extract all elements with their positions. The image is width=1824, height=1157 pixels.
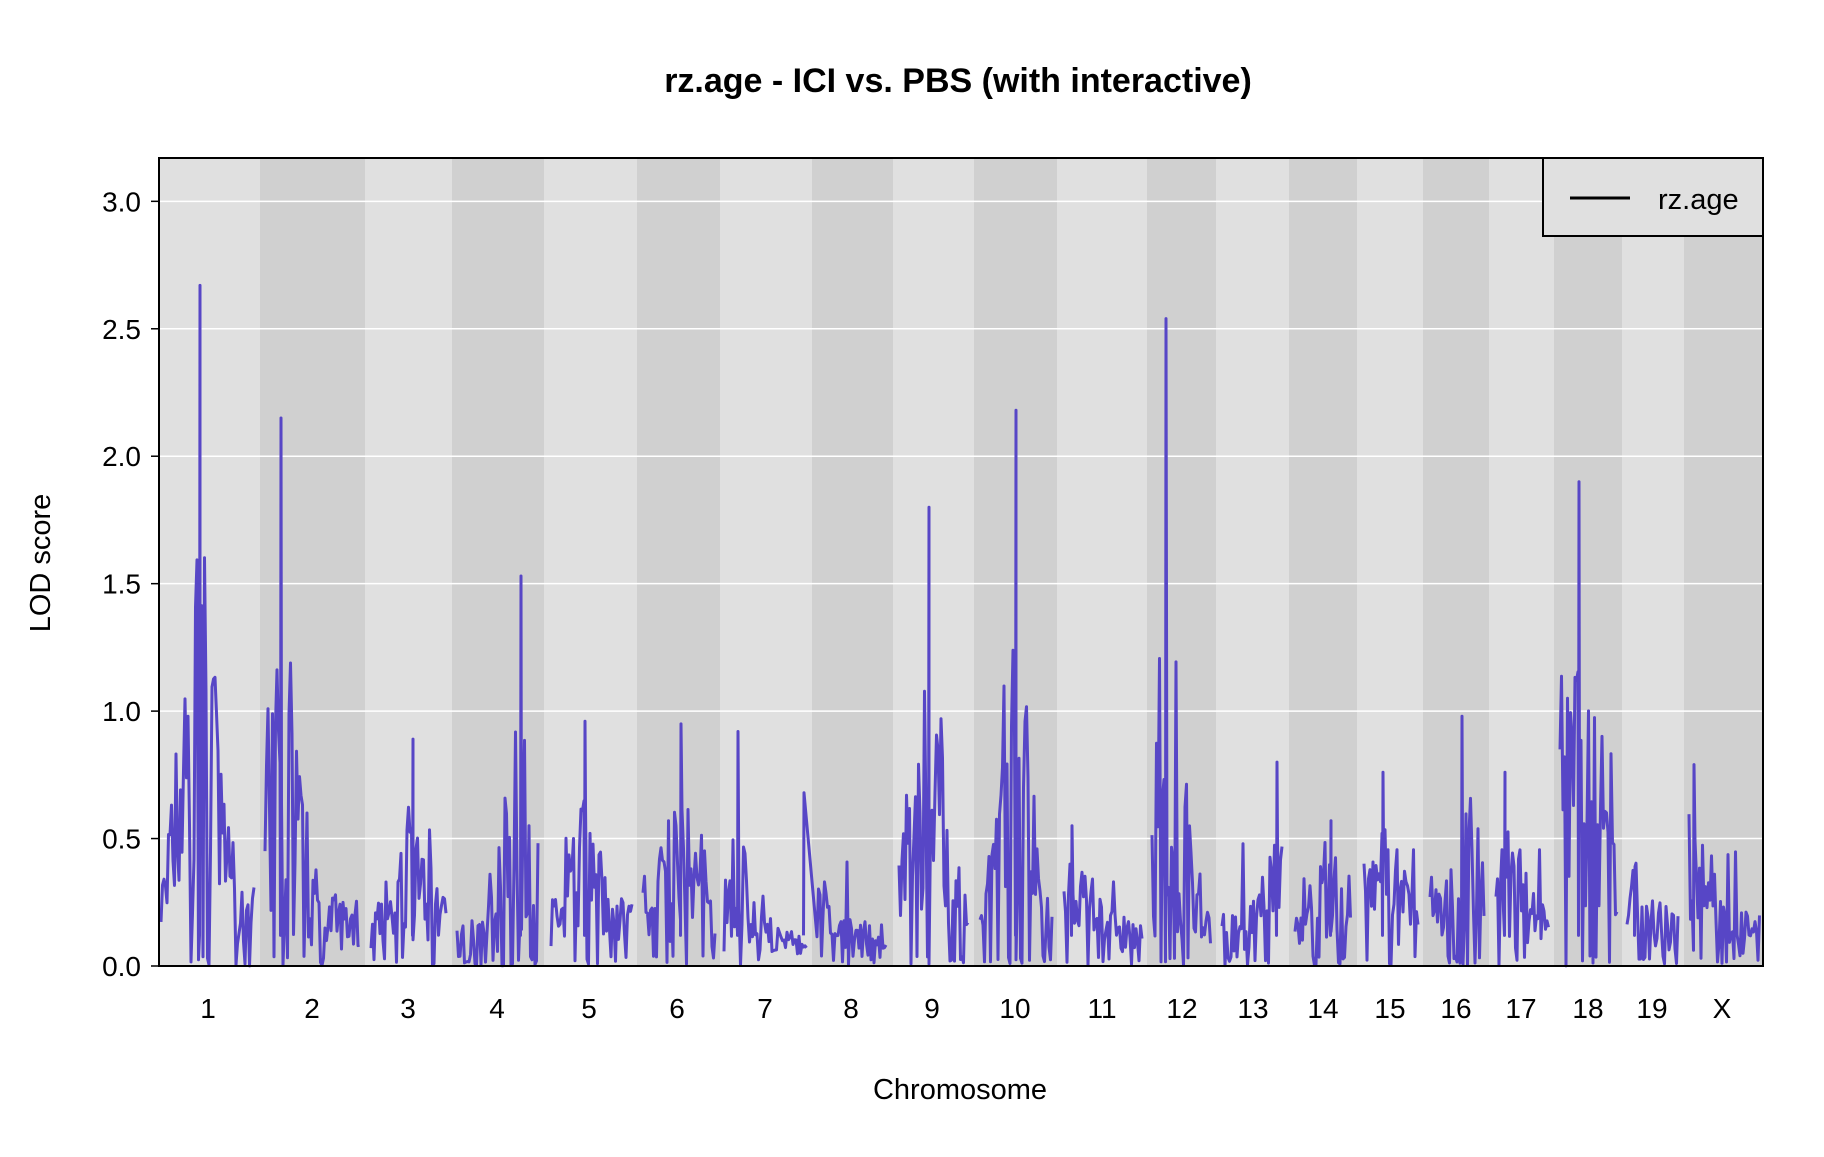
x-tick-label-chr-6: 6 — [669, 993, 685, 1024]
x-tick-label-chr-17: 17 — [1505, 993, 1536, 1024]
y-tick-label: 2.0 — [102, 441, 141, 472]
x-tick-label-chr-11: 11 — [1087, 993, 1116, 1024]
x-tick-label-chr-10: 10 — [999, 993, 1030, 1024]
y-axis: 0.0 0.5 1.0 1.5 2.0 2.5 3.0 — [102, 186, 159, 982]
chromosome-band-8 — [812, 158, 893, 966]
x-tick-label-chr-19: 19 — [1636, 993, 1667, 1024]
y-tick-label: 0.0 — [102, 951, 141, 982]
x-tick-label-chr-2: 2 — [304, 993, 320, 1024]
y-tick-label: 1.0 — [102, 696, 141, 727]
x-tick-label-chr-3: 3 — [400, 993, 416, 1024]
legend-entry-label: rz.age — [1658, 184, 1739, 216]
x-tick-label-chr-16: 16 — [1440, 993, 1471, 1024]
x-tick-label-chr-15: 15 — [1374, 993, 1405, 1024]
chromosome-band-6 — [637, 158, 720, 966]
chromosome-band-19 — [1622, 158, 1684, 966]
chromosome-bands — [159, 158, 1763, 966]
x-tick-label-chr-X: X — [1713, 993, 1732, 1024]
y-tick-label: 2.5 — [102, 314, 141, 345]
x-tick-label-chr-1: 1 — [200, 993, 216, 1024]
x-tick-label-chr-18: 18 — [1572, 993, 1603, 1024]
x-tick-label-chr-8: 8 — [843, 993, 859, 1024]
x-tick-label-chr-14: 14 — [1307, 993, 1338, 1024]
x-tick-label-chr-13: 13 — [1237, 993, 1268, 1024]
chromosome-band-17 — [1489, 158, 1554, 966]
y-tick-label: 0.5 — [102, 824, 141, 855]
x-tick-label-chr-7: 7 — [757, 993, 773, 1024]
chromosome-band-14 — [1289, 158, 1357, 966]
y-tick-label: 3.0 — [102, 186, 141, 217]
x-tick-label-chr-12: 12 — [1166, 993, 1197, 1024]
legend: rz.age — [1543, 158, 1763, 236]
chromosome-band-3 — [365, 158, 452, 966]
chromosome-band-12 — [1147, 158, 1216, 966]
chart-title: rz.age - ICI vs. PBS (with interactive) — [664, 62, 1252, 100]
x-tick-label-chr-5: 5 — [581, 993, 597, 1024]
x-axis-label: Chromosome — [873, 1074, 1047, 1106]
y-tick-label: 1.5 — [102, 569, 141, 600]
y-axis-label: LOD score — [25, 494, 57, 633]
x-tick-label-chr-9: 9 — [924, 993, 940, 1024]
chromosome-band-15 — [1357, 158, 1423, 966]
x-tick-label-chr-4: 4 — [489, 993, 505, 1024]
